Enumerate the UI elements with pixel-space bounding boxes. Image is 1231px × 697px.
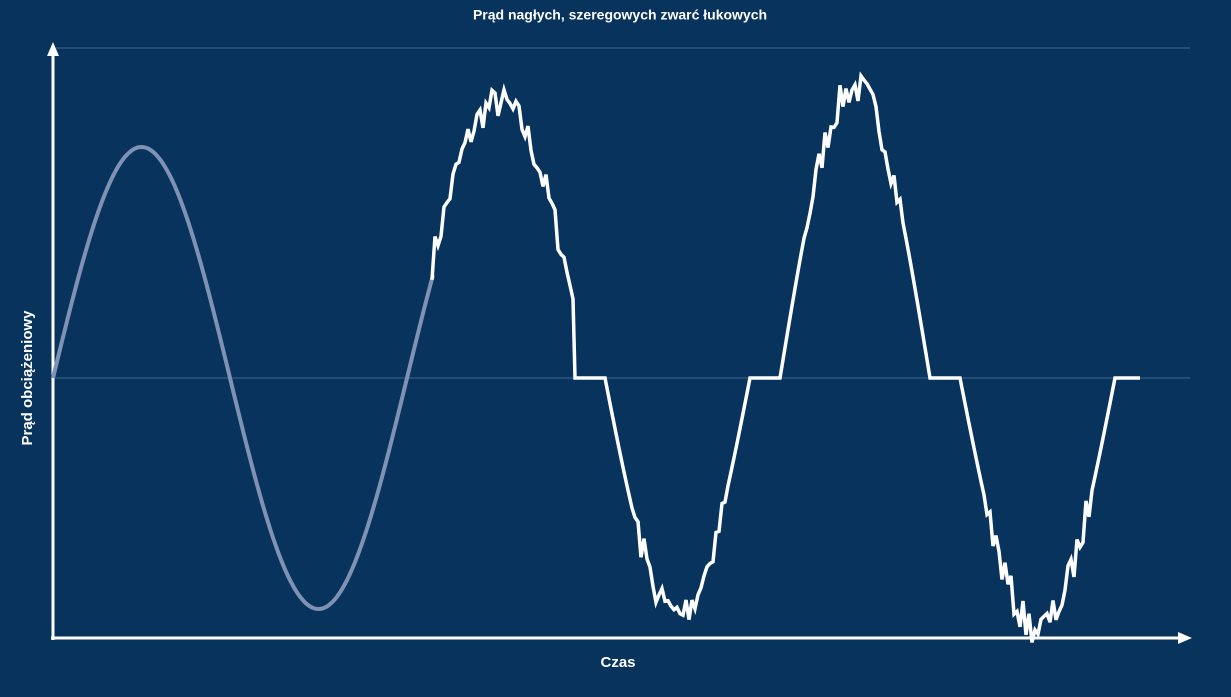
arc-fault-current-wave	[430, 71, 1140, 643]
title: Prąd nagłych, szeregowych zwarć łukowych	[473, 7, 767, 23]
x-axis-label: Czas	[600, 654, 635, 671]
y-axis-label: Prąd obciążeniowy	[19, 310, 36, 446]
normal-current-wave	[51, 144, 435, 612]
x-axis-arrow	[1178, 632, 1192, 644]
y-axis-arrow	[47, 42, 59, 56]
